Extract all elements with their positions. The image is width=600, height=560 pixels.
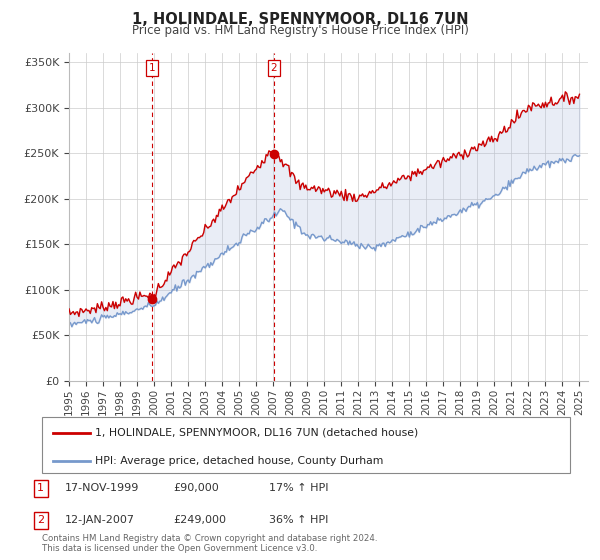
Text: 17% ↑ HPI: 17% ↑ HPI bbox=[269, 483, 328, 493]
Text: 1: 1 bbox=[149, 63, 155, 73]
Text: 1, HOLINDALE, SPENNYMOOR, DL16 7UN (detached house): 1, HOLINDALE, SPENNYMOOR, DL16 7UN (deta… bbox=[95, 428, 418, 438]
Text: 1: 1 bbox=[37, 483, 44, 493]
Text: £90,000: £90,000 bbox=[173, 483, 218, 493]
Text: 36% ↑ HPI: 36% ↑ HPI bbox=[269, 515, 328, 525]
Text: 17-NOV-1999: 17-NOV-1999 bbox=[65, 483, 139, 493]
Text: £249,000: £249,000 bbox=[173, 515, 226, 525]
Text: 2: 2 bbox=[271, 63, 277, 73]
Text: 2: 2 bbox=[37, 515, 44, 525]
Text: 1, HOLINDALE, SPENNYMOOR, DL16 7UN: 1, HOLINDALE, SPENNYMOOR, DL16 7UN bbox=[132, 12, 468, 27]
Text: 12-JAN-2007: 12-JAN-2007 bbox=[65, 515, 135, 525]
FancyBboxPatch shape bbox=[42, 417, 570, 473]
Text: HPI: Average price, detached house, County Durham: HPI: Average price, detached house, Coun… bbox=[95, 456, 383, 466]
Text: Contains HM Land Registry data © Crown copyright and database right 2024.
This d: Contains HM Land Registry data © Crown c… bbox=[42, 534, 377, 553]
Text: Price paid vs. HM Land Registry's House Price Index (HPI): Price paid vs. HM Land Registry's House … bbox=[131, 24, 469, 36]
